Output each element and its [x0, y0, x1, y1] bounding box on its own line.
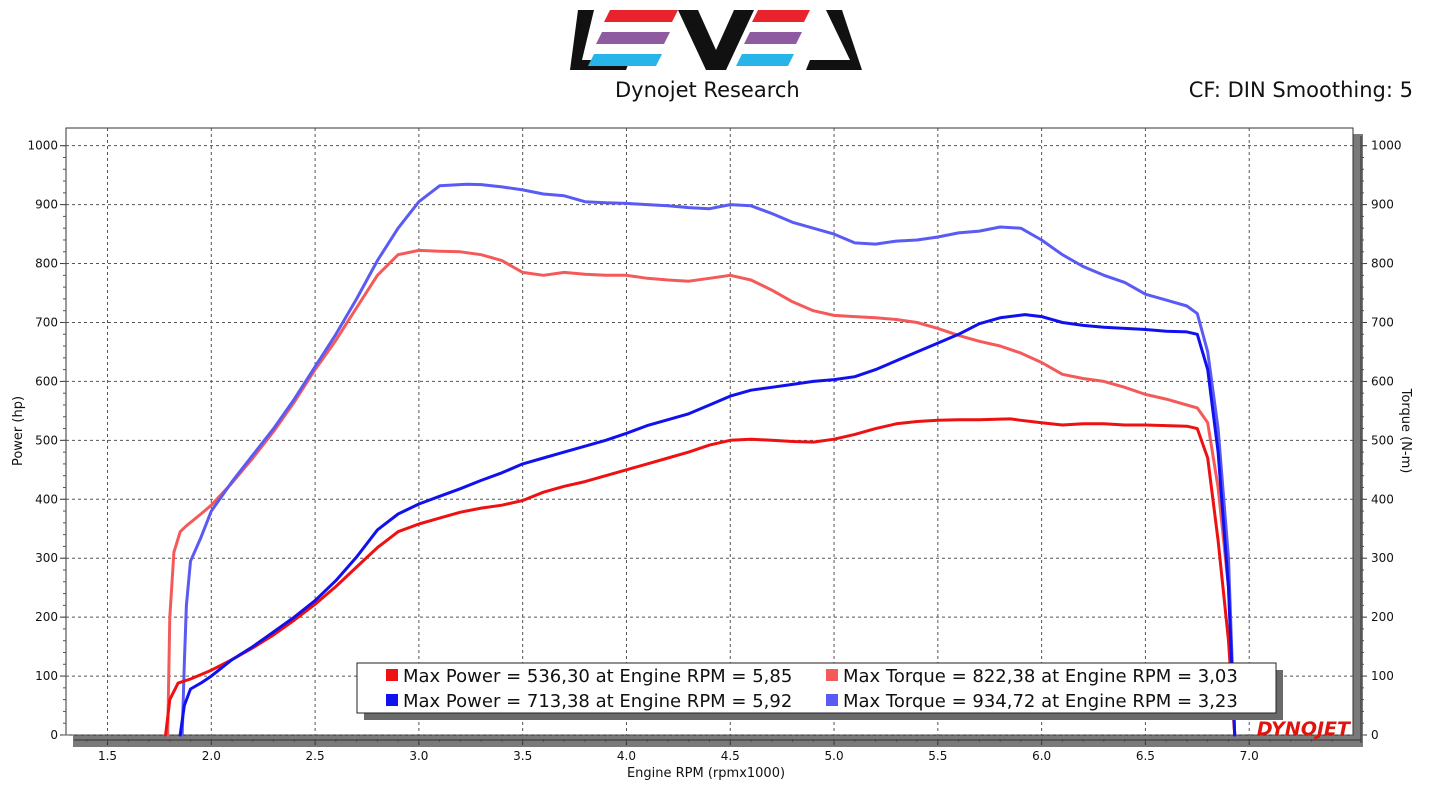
y-tick-label: 300 [35, 551, 58, 565]
dynojet-brand: DYNOJET [1257, 718, 1352, 740]
plot-area [65, 127, 1354, 736]
y2-tick-label: 500 [1371, 433, 1394, 447]
legend-entry-power-1: Max Power = 536,30 at Engine RPM = 5,85 [403, 666, 792, 687]
y2-tick-label: 300 [1371, 551, 1394, 565]
x-tick-label: 6.5 [1136, 749, 1155, 763]
y-tick-label: 100 [35, 669, 58, 683]
y2-tick-label: 600 [1371, 374, 1394, 388]
y2-tick-label: 0 [1371, 728, 1379, 742]
y-tick-label: 600 [35, 374, 58, 388]
x-tick-label: 5.0 [825, 749, 844, 763]
legend-swatch-power-2 [386, 694, 398, 706]
y-tick-label: 700 [35, 315, 58, 329]
x-tick-label: 6.0 [1032, 749, 1051, 763]
series-line-0 [164, 417, 1237, 737]
y-tick-label: 200 [35, 610, 58, 624]
x-tick-label: 2.5 [306, 749, 325, 763]
x-tick-label: 2.0 [202, 749, 221, 763]
x-tick-label: 1.5 [98, 749, 117, 763]
series-line-1 [178, 313, 1237, 737]
legend-box [356, 662, 1277, 714]
y2-tick-label: 200 [1371, 610, 1394, 624]
legend-entry-torque-2: Max Torque = 934,72 at Engine RPM = 3,23 [843, 691, 1238, 712]
y-tick-label: 800 [35, 257, 58, 271]
x-tick-label: 5.5 [928, 749, 947, 763]
y-tick-label: 900 [35, 198, 58, 212]
x-tick-label: 4.0 [617, 749, 636, 763]
x-tick-label: 7.0 [1240, 749, 1259, 763]
legend-swatch-torque-1 [826, 669, 838, 681]
level-logo [570, 10, 862, 70]
y-tick-label: 500 [35, 433, 58, 447]
y-tick-label: 1000 [27, 139, 58, 153]
chart-title: Dynojet Research [615, 78, 800, 102]
legend: Max Power = 536,30 at Engine RPM = 5,85 … [356, 662, 1283, 720]
series-group [164, 182, 1237, 737]
y2-tick-label: 700 [1371, 315, 1394, 329]
y2-tick-label: 100 [1371, 669, 1394, 683]
legend-entry-torque-1: Max Torque = 822,38 at Engine RPM = 3,03 [843, 666, 1238, 687]
legend-entry-power-2: Max Power = 713,38 at Engine RPM = 5,92 [403, 691, 792, 712]
legend-swatch-torque-2 [826, 694, 838, 706]
x-tick-label: 3.5 [513, 749, 532, 763]
axes: 1.5 2.0 2.5 3.0 3.5 4.0 4.5 5.0 5.5 6.0 6.5 7.0 0 100… [27, 136, 1402, 763]
y-axis-label: Power (hp) [11, 396, 26, 466]
grid [66, 128, 1353, 736]
correction-factor-label: CF: DIN Smoothing: 5 [1188, 78, 1413, 102]
legend-swatch-power-1 [386, 669, 398, 681]
x-tick-label: 4.5 [721, 749, 740, 763]
y-tick-label: 0 [50, 728, 58, 742]
y2-tick-label: 900 [1371, 198, 1394, 212]
y2-tick-label: 400 [1371, 492, 1394, 506]
y2-tick-label: 1000 [1371, 139, 1402, 153]
y2-tick-label: 800 [1371, 257, 1394, 271]
series-line-2 [166, 248, 1237, 737]
y2-axis-label: Torque (N-m) [1398, 388, 1413, 474]
x-tick-label: 3.0 [409, 749, 428, 763]
series-line-3 [180, 182, 1237, 737]
y-tick-label: 400 [35, 492, 58, 506]
x-axis-label: Engine RPM (rpmx1000) [627, 766, 785, 781]
